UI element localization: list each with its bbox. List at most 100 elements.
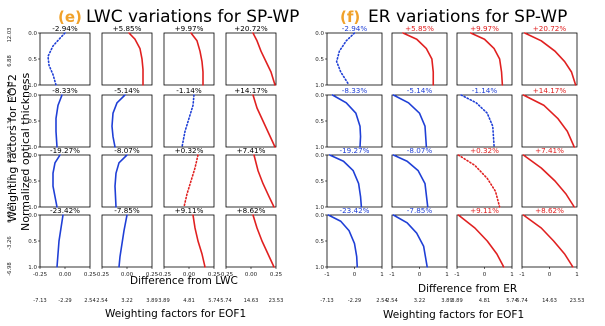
panel-e-eof1-weight-c2-2: 3.89 [146, 298, 158, 304]
panel-f-r1c4-frame [521, 32, 578, 86]
panel-e-r3c1-ytick-label-0: 0.0 [28, 153, 37, 159]
panel-e-r4c1-xtick-label-1: 0.00 [59, 272, 72, 278]
panel-f-eof1-weight-c4-2: 23.53 [570, 298, 585, 304]
panel-f-r4c1-percent-label: -23.42% [340, 206, 370, 215]
panel-f-r3c1-profile-line [328, 154, 363, 208]
panel-e-eof2-weight-r2-0: 1.74 [7, 91, 13, 103]
panel-f-eof1-weight-c1-0: -7.13 [320, 298, 333, 304]
panel-e-r4c3-percent-label: +9.11% [175, 206, 204, 215]
panel-e-r4c4-frame [225, 214, 277, 268]
panel-f-r3c1-ytick-label-1: 0.5 [315, 179, 324, 185]
panel-e-r2c2-frame [101, 94, 153, 148]
panel-f-eof1-weight-c2-1: 3.22 [414, 298, 426, 304]
panel-e-eof1-weight-c3-0: 3.89 [158, 298, 170, 304]
panel-e-eof1-weight-c2-0: 2.54 [96, 298, 108, 304]
panel-e-r2c3-percent-label: -1.14% [176, 86, 202, 95]
panel-e-r4c4-percent-label: +8.62% [237, 206, 266, 215]
panel-f-r2c4-profile-line [522, 94, 576, 148]
panel-e-eof1-weight-c4-0: 5.74 [220, 298, 232, 304]
panel-f-r4c3-profile-line [457, 214, 505, 268]
panel-e-r4c2-percent-label: -7.85% [114, 206, 140, 215]
panel-e-r1c4-frame [225, 32, 277, 86]
panel-f-r4c1-xtick-label-0: -1 [324, 272, 329, 278]
panel-e-r4c4-xtick-label-2: 0.25 [270, 272, 283, 278]
panel-f-r4c2-xtick-label-1: 0 [418, 272, 422, 278]
panel-f-eof1-weight-c3-0: 3.89 [451, 298, 463, 304]
panel-f-r4c3-percent-label: +9.11% [470, 206, 499, 215]
panel-e-r4c2-profile-line [118, 214, 128, 268]
panel-f-r1c3-profile-line [469, 32, 504, 86]
panel-f-r1c1-ytick-label-2: 1.0 [315, 83, 324, 89]
panel-f-r2c4-percent-label: +14.17% [533, 86, 567, 95]
panel-e-r3c1-ytick-label-1: 0.5 [28, 179, 37, 185]
panel-f-r1c2-profile-line [402, 32, 435, 86]
panel-f-r4c2-frame [391, 214, 448, 268]
panel-f-r4c2-profile-line [392, 214, 428, 268]
panel-e-eof2-weight-r4-1: -3.26 [7, 236, 13, 249]
panel-e-r4c3-xtick-label-0: -0.25 [157, 272, 172, 278]
panel-e-eof2-weight-r3-2: 0.45 [7, 203, 13, 215]
panel-e-r4c2-frame [101, 214, 153, 268]
panel-f-eof1-weight-c4-0: 5.74 [516, 298, 528, 304]
panel-e-r4c1-ytick-label-0: 0.0 [28, 213, 37, 219]
panel-e-r3c3-percent-label: +0.32% [175, 146, 204, 155]
panel-f-r3c1-ytick-label-2: 1.0 [315, 205, 324, 211]
panel-e-r2c1-profile-line [55, 94, 63, 148]
panel-f-r1c1-ytick-label-1: 0.5 [315, 57, 324, 63]
panel-f-r4c4-xtick-label-0: -1 [519, 272, 524, 278]
panel-f-r4c3-xtick-label-1: 0 [483, 272, 487, 278]
panel-e-title: LWC variations for SP-WP [86, 7, 299, 27]
panel-e-r3c2-profile-line [114, 154, 128, 208]
panel-e-eof2-weight-r1-2: 1.74 [7, 81, 13, 93]
panel-f-eof1-weight-c3-1: 4.81 [479, 298, 491, 304]
panel-f-r3c2-percent-label: -8.07% [407, 146, 433, 155]
panel-e-r1c3-profile-line [190, 32, 204, 86]
y-label-eof2: Weighting factors for EOF2 [6, 74, 19, 222]
panel-e-r4c1-frame [39, 214, 91, 268]
panel-f-r1c1-profile-line [335, 32, 356, 86]
panel-f-r4c1-frame [326, 214, 383, 268]
panel-e-r2c4-percent-label: +14.17% [234, 86, 268, 95]
panel-e-r1c1-ytick-label-2: 1.0 [28, 83, 37, 89]
panel-e-r4c2-xtick-label-2: 0.25 [146, 272, 159, 278]
panel-e-r3c1-profile-line [52, 154, 61, 208]
panel-f-r1c4-profile-line [523, 32, 577, 86]
panel-f-r3c1-percent-label: -19.27% [340, 146, 370, 155]
panel-f-r4c1-xtick-label-1: 0 [353, 272, 357, 278]
panel-e-xlabel-bottom: Weighting factors for EOF1 [105, 308, 246, 320]
panel-f-r4c4-profile-line [522, 214, 574, 268]
panel-f-r4c1-ytick-label-1: 0.5 [315, 239, 324, 245]
panel-f-r2c1-ytick-label-0: 0.0 [315, 93, 324, 99]
panel-f-r1c1-percent-label: -2.94% [342, 24, 368, 33]
panel-e-r3c4-profile-line [253, 154, 275, 208]
panel-e-eof1-weight-c3-1: 4.81 [183, 298, 195, 304]
panel-e-r4c3-xtick-label-2: 0.25 [208, 272, 221, 278]
panel-f-r3c1-frame [326, 154, 383, 208]
panel-e-r3c3-frame [163, 154, 215, 208]
panel-f-r4c4-percent-label: +8.62% [535, 206, 564, 215]
panel-f-r1c2-frame [391, 32, 448, 86]
panel-f-title: ER variations for SP-WP [368, 7, 567, 27]
panel-e-r4c3-profile-line [192, 214, 206, 268]
panel-e-r4c4-profile-line [252, 214, 275, 268]
panel-f-r2c1-ytick-label-2: 1.0 [315, 145, 324, 151]
panel-e-eof2-weight-r2-1: 1.34 [7, 117, 13, 129]
panel-e-r1c2-frame [101, 32, 153, 86]
panel-e-r4c3-frame [163, 214, 215, 268]
panel-f-eof1-weight-c2-0: 2.54 [386, 298, 398, 304]
panel-e-r1c1-percent-label: -2.94% [52, 24, 78, 33]
panel-f-r3c3-percent-label: +0.32% [470, 146, 499, 155]
panel-e-eof1-weight-c1-0: -7.13 [33, 298, 46, 304]
panel-f-r2c4-frame [521, 94, 578, 148]
panel-f-r4c3-xtick-label-0: -1 [454, 272, 459, 278]
panel-e-eof2-weight-r3-0: 0.95 [7, 151, 13, 163]
panel-e-r3c1-frame [39, 154, 91, 208]
panel-f-r2c2-percent-label: -5.14% [407, 86, 433, 95]
panel-e-r3c3-profile-line [183, 154, 199, 208]
panel-f-r3c3-frame [456, 154, 513, 208]
panel-e-r3c2-frame [101, 154, 153, 208]
panel-e-letter: (e) [58, 8, 82, 26]
panel-e-r4c2-xtick-label-0: -0.25 [95, 272, 110, 278]
panel-f-r3c1-ytick-label-0: 0.0 [315, 153, 324, 159]
panel-e-eof1-weight-c1-2: 2.54 [84, 298, 96, 304]
